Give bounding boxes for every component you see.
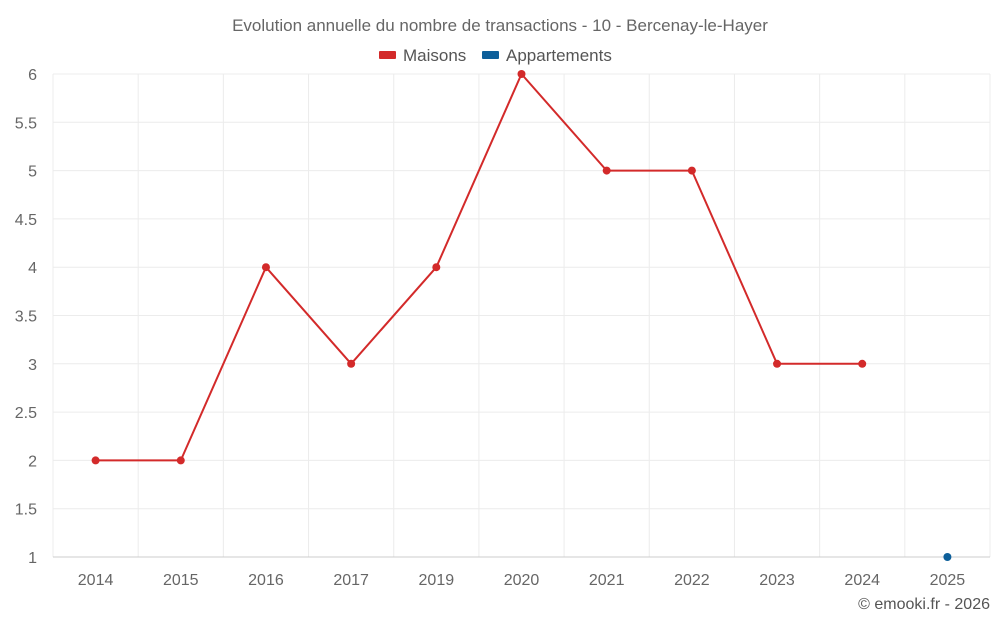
data-point-maisons-2014[interactable]: [91, 456, 100, 465]
legend-swatch-appartements: [482, 51, 499, 59]
series-appartements: [943, 553, 952, 561]
data-point-appartements-2025[interactable]: [943, 553, 952, 561]
y-tick-label: 3.5: [15, 309, 37, 326]
x-tick-label: 2023: [759, 572, 795, 589]
y-tick-label: 2.5: [15, 405, 37, 422]
y-tick-label: 5: [28, 164, 37, 181]
grid: [52, 73, 991, 557]
legend-swatch-maisons: [379, 51, 396, 59]
data-point-maisons-2020[interactable]: [517, 70, 526, 78]
x-tick-label: 2022: [674, 572, 710, 589]
data-point-maisons-2024[interactable]: [858, 359, 867, 368]
y-tick-label: 5.5: [15, 115, 37, 132]
y-tick-label: 6: [28, 67, 37, 84]
x-tick-label: 2015: [163, 572, 199, 589]
chart-title: Evolution annuelle du nombre de transact…: [232, 16, 768, 35]
x-tick-label: 2021: [589, 572, 625, 589]
credit-text: © emooki.fr - 2026: [858, 596, 990, 613]
x-tick-label: 2024: [844, 572, 880, 589]
x-tick-label: 2019: [419, 572, 455, 589]
x-tick-label: 2017: [333, 572, 369, 589]
data-point-maisons-2019[interactable]: [432, 263, 441, 272]
x-axis: 2014 2015 2016 2017 2019 2020 2021 2022 2023 2024…: [53, 556, 990, 589]
y-tick-label: 1: [28, 550, 37, 567]
data-point-maisons-2016[interactable]: [261, 263, 270, 272]
data-point-maisons-2015[interactable]: [176, 456, 185, 465]
x-tick-label: 2016: [248, 572, 284, 589]
legend-label-appartements: Appartements: [506, 46, 612, 65]
y-axis: 1 1.5 2 2.5 3 3.5 4 4.5 5 5.5 6: [15, 67, 37, 567]
x-tick-label: 2025: [930, 572, 966, 589]
legend-item-appartements[interactable]: Appartements: [482, 46, 612, 65]
data-point-maisons-2021[interactable]: [602, 166, 611, 175]
x-tick-label: 2014: [78, 572, 114, 589]
data-point-maisons-2022[interactable]: [687, 166, 696, 175]
series-maisons: [91, 70, 867, 465]
y-tick-label: 4.5: [15, 212, 37, 229]
y-tick-label: 1.5: [15, 502, 37, 519]
y-tick-label: 2: [28, 453, 37, 470]
x-tick-label: 2020: [504, 572, 540, 589]
series-layer: [91, 70, 952, 561]
series-line-maisons: [95, 73, 863, 462]
y-tick-label: 4: [28, 260, 37, 277]
legend-label-maisons: Maisons: [403, 46, 466, 65]
legend: Maisons Appartements: [379, 46, 612, 65]
y-tick-label: 3: [28, 357, 37, 374]
data-point-maisons-2017[interactable]: [347, 359, 356, 368]
data-point-maisons-2023[interactable]: [773, 359, 782, 368]
legend-item-maisons[interactable]: Maisons: [379, 46, 466, 65]
